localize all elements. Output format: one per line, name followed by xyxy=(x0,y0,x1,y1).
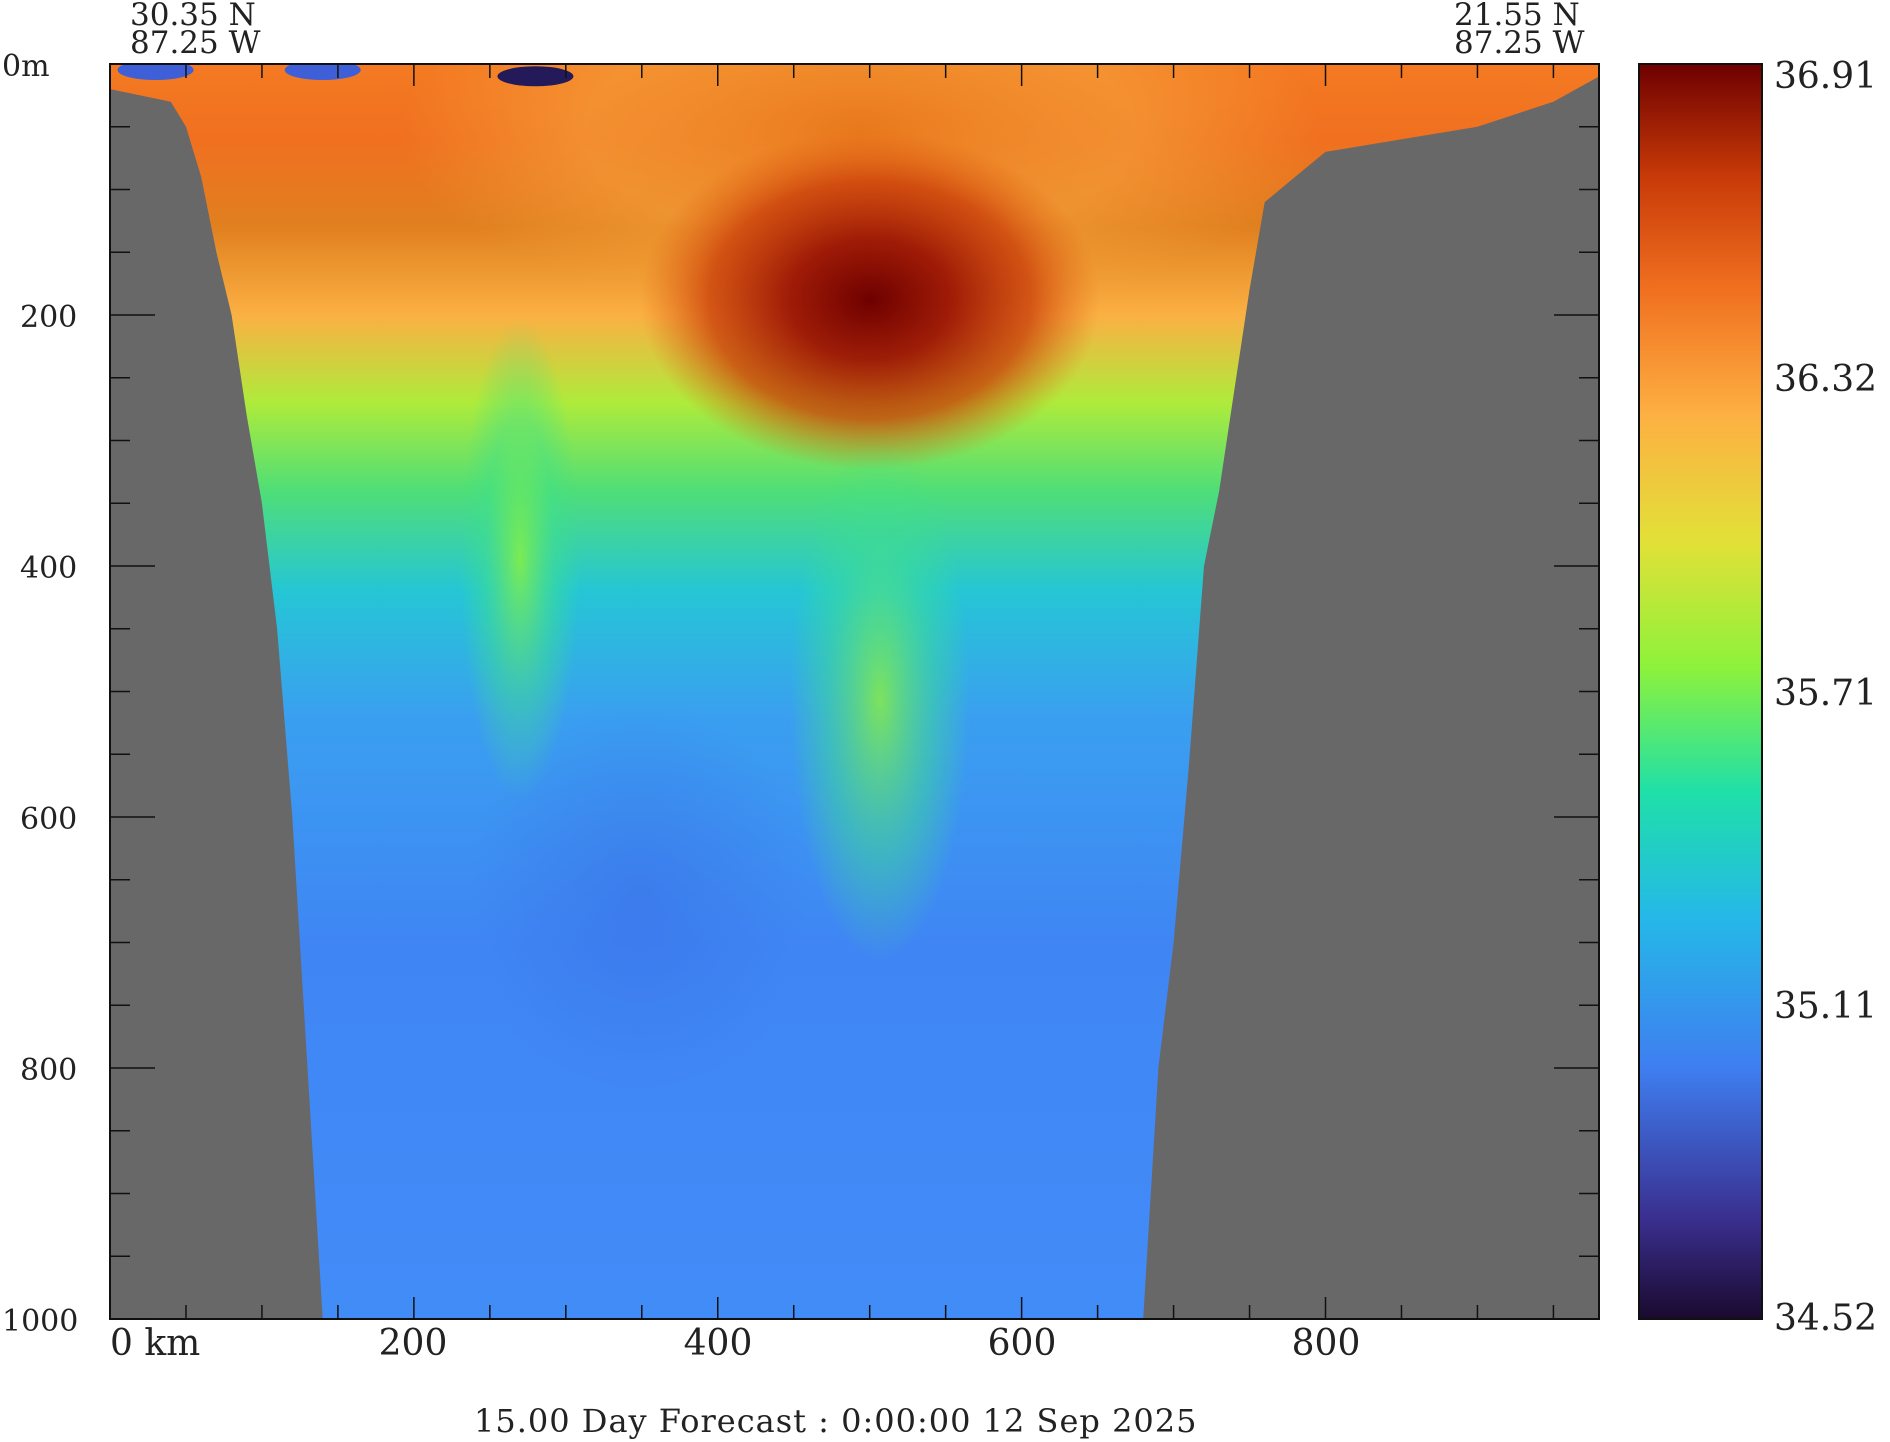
colorbar-label-min: 34.52 xyxy=(1774,1298,1877,1339)
start-lon-label: 87.25 W xyxy=(130,25,261,61)
x-tick-label-800: 800 xyxy=(1292,1323,1361,1364)
x-tick-label-400: 400 xyxy=(684,1323,753,1364)
x-tick-label-600: 600 xyxy=(988,1323,1057,1364)
field-layer xyxy=(110,64,1599,1319)
x-tick-label-0: 0 km xyxy=(110,1323,200,1364)
x-tick-label-200: 200 xyxy=(379,1323,448,1364)
colorbar-label-4: 35.11 xyxy=(1774,986,1877,1027)
colorbar-label-3: 35.71 xyxy=(1774,673,1877,714)
y-tick-label-400: 400 xyxy=(20,551,77,586)
end-lon-label: 87.25 W xyxy=(1454,25,1585,61)
colorbar-label-2: 36.32 xyxy=(1774,359,1877,400)
land-mask xyxy=(110,64,1599,1319)
fresh-patch-1 xyxy=(117,64,194,80)
y-tick-label-800: 800 xyxy=(20,1053,77,1088)
y-tick-label-200: 200 xyxy=(20,300,77,335)
y-tick-label-1000: 1000 xyxy=(2,1304,78,1339)
surface-fresh-layer xyxy=(117,64,574,87)
salinity-max-core xyxy=(640,130,1100,470)
y-tick-label-0: 0m xyxy=(2,49,50,84)
minor-ticks xyxy=(109,63,1599,1320)
deep-blue-patch xyxy=(470,700,810,1100)
green-tongue-left xyxy=(460,320,580,800)
y-tick-label-600: 600 xyxy=(20,802,77,837)
colorbar-label-max: 36.91 xyxy=(1774,56,1877,97)
colorbar xyxy=(1638,63,1763,1320)
end-lat-label: 21.55 N xyxy=(1454,0,1580,33)
fresh-patch-2 xyxy=(284,64,361,80)
fresh-patch-3 xyxy=(497,66,574,87)
start-lat-label: 30.35 N xyxy=(130,0,256,33)
forecast-caption: 15.00 Day Forecast : 0:00:00 12 Sep 2025 xyxy=(474,1402,1198,1440)
green-tongue xyxy=(790,440,970,960)
